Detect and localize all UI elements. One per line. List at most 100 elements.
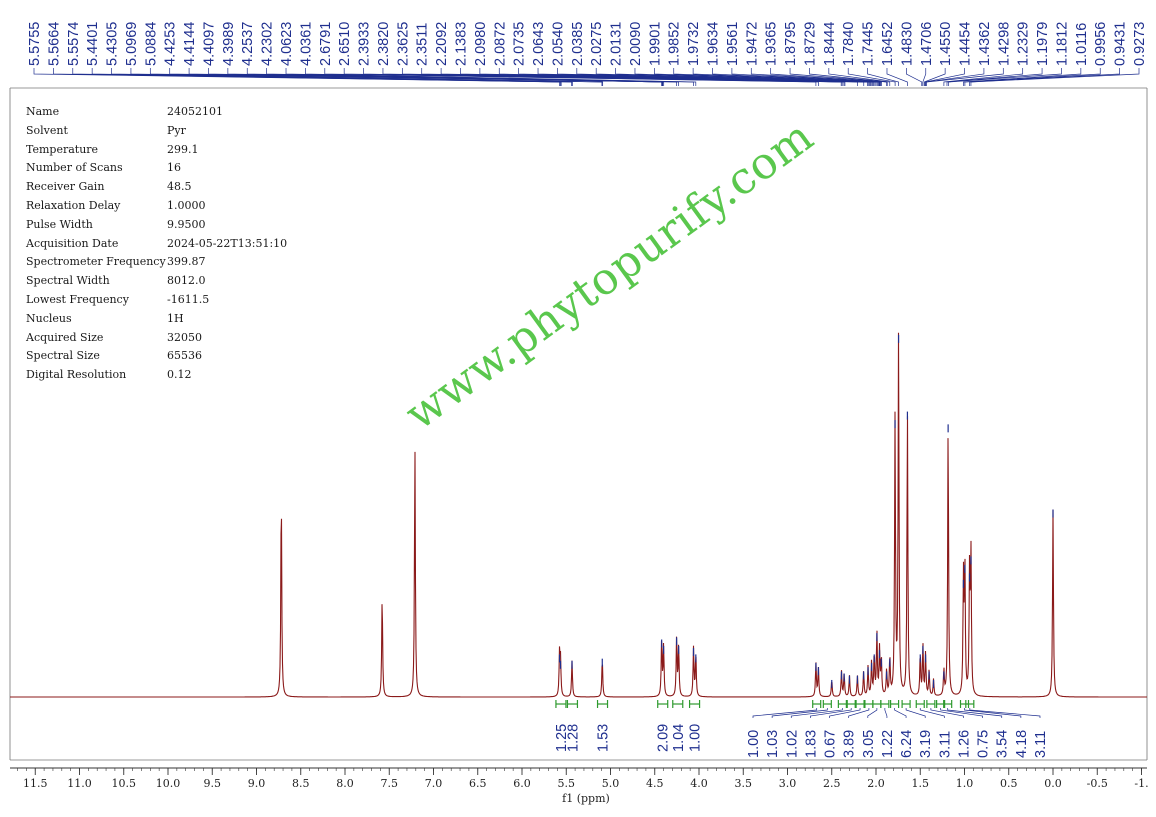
peak-label-connector <box>886 68 908 86</box>
integral-value: 6.24 <box>899 730 915 758</box>
integral-connector <box>894 708 907 718</box>
peak-label: 2.0735 <box>512 22 528 66</box>
integral-connector <box>964 708 1022 718</box>
parameter-value: 8012.0 <box>167 274 206 288</box>
integral-value: 3.54 <box>995 730 1011 758</box>
peak-label-connector <box>925 68 985 86</box>
peak-label-connector <box>906 68 923 86</box>
parameter-value: 2024-05-22T13:51:10 <box>167 236 288 250</box>
peak-label: 2.0540 <box>550 22 566 66</box>
peak-label-connector <box>673 68 878 86</box>
peak-label: 4.0623 <box>279 22 295 66</box>
integral-connector <box>867 708 878 718</box>
parameter-value: 1H <box>167 311 184 325</box>
x-tick-label: -1. <box>1134 777 1148 790</box>
x-tick-label: 10.5 <box>112 777 137 790</box>
peak-label: 4.3989 <box>221 22 237 66</box>
peak-label: 5.5574 <box>66 22 82 66</box>
integral-connector <box>947 708 1003 718</box>
peak-label: 2.0643 <box>531 22 547 66</box>
x-tick-label: 7.0 <box>425 777 443 790</box>
parameter-name: Name <box>26 105 60 118</box>
parameter-name: Number of Scans <box>26 161 123 175</box>
peak-label: 5.4401 <box>85 22 101 66</box>
peak-label-connector <box>809 68 888 86</box>
peak-label-connector <box>922 68 927 86</box>
peak-label: 5.0969 <box>124 22 140 66</box>
peak-label-connector <box>943 68 1024 86</box>
peak-label-connector <box>634 68 876 86</box>
integral-connector <box>930 708 964 718</box>
peak-label: 2.0385 <box>570 22 586 66</box>
peak-label: 1.7445 <box>861 22 877 66</box>
peak-label: 2.0275 <box>589 22 605 66</box>
peak-label: 1.4362 <box>977 22 993 66</box>
peak-label-connector <box>770 68 882 86</box>
parameter-value: 65536 <box>167 349 202 363</box>
peak-label-connector <box>654 68 878 86</box>
x-tick-label: 0.5 <box>1000 777 1018 790</box>
parameter-value: 48.5 <box>167 180 192 194</box>
peak-label: 2.3933 <box>357 22 373 66</box>
parameter-name: Pulse Width <box>26 217 93 231</box>
parameter-name: Spectral Width <box>26 274 110 288</box>
peak-label: 1.9634 <box>706 22 722 66</box>
integral-value: 0.67 <box>823 730 839 758</box>
integral-value: 1.22 <box>880 730 896 758</box>
peak-label: 1.9365 <box>764 22 780 66</box>
integral-value: 0.75 <box>976 730 992 758</box>
peak-label: 4.0361 <box>298 22 314 66</box>
integral-value: 1.53 <box>596 724 612 752</box>
peak-label-connector <box>789 68 888 86</box>
integral-value: 3.11 <box>937 731 953 758</box>
peak-label: 5.5755 <box>27 22 43 66</box>
peak-label: 2.1383 <box>453 22 469 66</box>
peak-label: 1.1979 <box>1035 22 1051 66</box>
parameter-value: 16 <box>167 161 181 175</box>
peak-label: 5.5664 <box>46 22 62 66</box>
peak-label: 1.0116 <box>1074 23 1090 66</box>
integral-value: 3.05 <box>861 730 877 758</box>
integral-value: 4.18 <box>1014 730 1030 758</box>
integral-value: 1.28 <box>565 724 581 752</box>
peak-label: 1.8729 <box>802 22 818 66</box>
x-tick-label: 5.5 <box>558 777 576 790</box>
x-tick-label: 8.5 <box>292 777 310 790</box>
integral-value: 2.09 <box>656 724 672 752</box>
peak-label: 4.2302 <box>260 22 276 66</box>
peak-label: 4.4253 <box>163 22 179 66</box>
peak-label: 1.1812 <box>1054 22 1070 66</box>
parameter-value: 0.12 <box>167 368 192 382</box>
peak-label: 2.3820 <box>376 22 392 66</box>
peak-label-connector <box>847 68 896 86</box>
x-tick-label: 6.5 <box>469 777 487 790</box>
peak-label-connector <box>731 68 881 86</box>
x-tick-label: 9.0 <box>248 777 266 790</box>
spectrum-trace <box>10 332 1147 698</box>
parameter-name: Receiver Gain <box>26 180 105 194</box>
peak-label-connector <box>750 68 882 86</box>
peak-label: 0.9431 <box>1113 22 1129 66</box>
integral-connector <box>771 708 828 718</box>
x-tick-label: 1.0 <box>956 777 974 790</box>
peak-label-connector <box>343 68 819 86</box>
parameter-value: 299.1 <box>167 142 199 156</box>
x-tick-label: 0.0 <box>1044 777 1062 790</box>
peak-label-connector <box>963 68 1082 86</box>
peak-label: 2.6791 <box>318 22 334 66</box>
integral-value: 1.03 <box>765 730 781 758</box>
peak-label: 1.9472 <box>744 22 760 66</box>
x-tick-label: 6.0 <box>513 777 531 790</box>
integral-connector <box>940 708 983 718</box>
integral-value: 1.04 <box>671 724 687 752</box>
integral-value: 1.26 <box>956 730 972 758</box>
x-tick-label: 7.5 <box>381 777 399 790</box>
parameter-name: Lowest Frequency <box>26 293 129 306</box>
peak-label: 1.4298 <box>996 22 1012 66</box>
parameter-name: Spectral Size <box>26 349 100 363</box>
peak-label: 4.2537 <box>240 22 256 66</box>
peak-label: 2.2092 <box>434 22 450 66</box>
integral-connector <box>884 708 888 718</box>
